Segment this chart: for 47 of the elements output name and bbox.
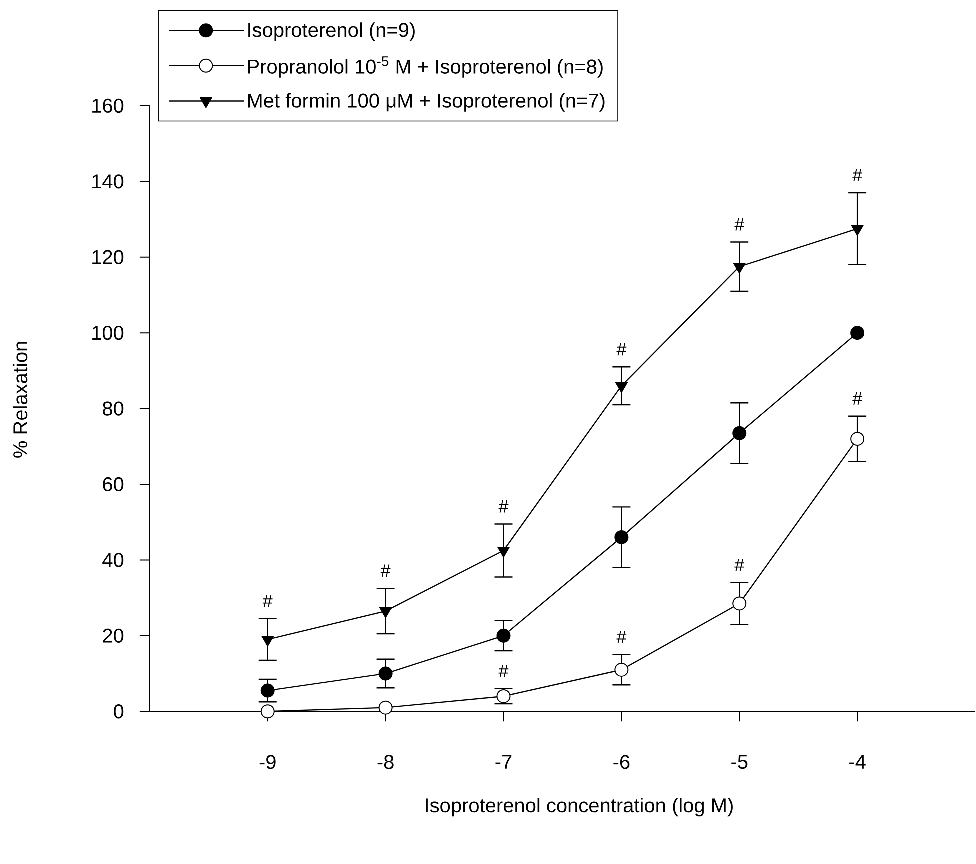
annotation: # <box>852 392 862 406</box>
legend-label: Isoproterenol (n=9) <box>248 22 415 42</box>
y-axis-title: % Relaxation <box>12 342 28 458</box>
point <box>850 432 865 446</box>
x-tick-label: -9 <box>260 755 276 770</box>
y-tick-label: 80 <box>103 402 124 416</box>
legend-label: Propranolol 10$^{-5}$ M + Isoproterenol (n=8) <box>248 56 603 78</box>
point <box>262 636 274 647</box>
annotation: # <box>262 595 273 608</box>
annotation: # <box>734 559 745 572</box>
x-tick-label: -4 <box>850 755 866 770</box>
annotation: # <box>498 500 509 513</box>
x-tick-label: -7 <box>496 755 512 770</box>
annotation: # <box>616 631 627 644</box>
y-tick-label: 60 <box>103 478 124 492</box>
y-tick-label: 140 <box>92 174 124 189</box>
point <box>380 608 392 619</box>
point <box>616 382 628 394</box>
legend-label: Met formin 100 μM + Isoproterenol (n=7) <box>248 93 605 112</box>
y-tick-label: 100 <box>92 326 124 340</box>
y-tick-label: 20 <box>103 629 124 644</box>
point <box>851 225 864 236</box>
point <box>498 547 510 558</box>
point <box>614 530 629 545</box>
y-tick-label: 40 <box>102 553 124 568</box>
x-tick-label: -6 <box>614 755 630 770</box>
x-tick-label: -5 <box>732 755 748 770</box>
point <box>614 663 629 678</box>
x-axis-title: Isoproterenol concentration (log M) <box>426 798 733 817</box>
annotation: # <box>616 344 627 356</box>
annotation: # <box>498 665 509 678</box>
point <box>850 326 865 340</box>
annotation: # <box>380 564 391 578</box>
point <box>260 704 275 719</box>
point <box>260 684 275 698</box>
y-tick-label: 0 <box>114 704 124 719</box>
annotation: # <box>852 169 862 182</box>
x-tick-label: -8 <box>378 755 394 770</box>
y-tick-label: 160 <box>92 99 124 114</box>
point <box>496 629 511 644</box>
point <box>734 263 746 274</box>
point <box>732 426 747 441</box>
point <box>732 596 747 611</box>
y-tick-label: 120 <box>92 250 124 265</box>
point <box>378 701 393 716</box>
annotation: # <box>734 218 745 231</box>
point <box>378 666 393 681</box>
